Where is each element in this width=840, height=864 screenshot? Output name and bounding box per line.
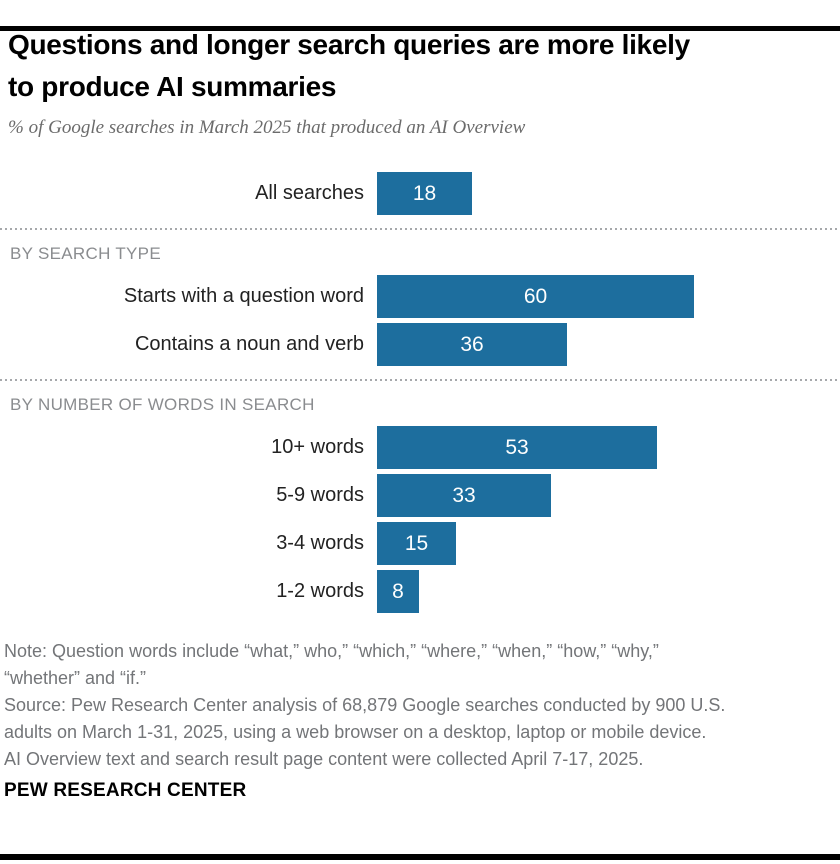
note-line-2: “whether” and “if.” <box>4 668 147 688</box>
footnotes: Note: Question words include “what,” who… <box>4 638 830 773</box>
source-line-3: AI Overview text and search result page … <box>4 749 644 769</box>
value-label: 53 <box>505 435 529 459</box>
bar-row: Starts with a question word 60 <box>0 275 840 318</box>
bar: 18 <box>377 172 472 215</box>
pew-research-center-wordmark: PEW RESEARCH CENTER <box>4 780 247 801</box>
note-line-1: Note: Question words include “what,” who… <box>4 641 659 661</box>
bar: 8 <box>377 570 419 613</box>
category-label: 1-2 words <box>276 580 364 602</box>
bar-row: 1-2 words 8 <box>0 570 840 613</box>
bar: 33 <box>377 474 551 517</box>
bar-group: Starts with a question word 60 Contains a … <box>0 275 840 366</box>
category-label: All searches <box>255 182 364 204</box>
value-label: 33 <box>452 483 476 507</box>
bar-chart: All searches 18 BY SEARCH TYPE Starts with … <box>0 172 840 613</box>
bar-row: Contains a noun and verb 36 <box>0 323 840 366</box>
chart-title-line-2: to produce AI summaries <box>8 71 337 102</box>
bar: 60 <box>377 275 694 318</box>
value-label: 8 <box>392 579 404 603</box>
value-label: 60 <box>523 284 548 308</box>
source-line-2: adults on March 1-31, 2025, using a web … <box>4 722 707 742</box>
chart-subtitle: % of Google searches in March 2025 that … <box>8 117 526 138</box>
value-label: 18 <box>412 181 437 205</box>
chart-title-line-1: Questions and longer search queries are … <box>8 29 690 60</box>
chart-title: Questions and longer search queries are … <box>8 24 826 108</box>
category-label: Starts with a question word <box>123 285 364 307</box>
category-label: 3-4 words <box>276 532 364 554</box>
bar-row: 3-4 words 15 <box>0 522 840 565</box>
section-header: BY NUMBER OF WORDS IN SEARCH <box>10 395 315 414</box>
bar-row: All searches 18 <box>0 172 840 215</box>
category-label: 5-9 words <box>276 484 364 506</box>
category-label: 10+ words <box>271 436 364 458</box>
bar-group: 10+ words 53 5-9 words 33 3-4 words 15 1-2 wor… <box>0 426 840 613</box>
bar: 15 <box>377 522 456 565</box>
value-label: 15 <box>404 531 429 555</box>
bar-group: All searches 18 <box>0 172 840 215</box>
bar: 36 <box>377 323 567 366</box>
bottom-rule <box>0 854 840 860</box>
value-label: 36 <box>460 332 484 356</box>
dotted-divider <box>0 228 840 230</box>
top-rule <box>0 26 840 31</box>
section-header: BY SEARCH TYPE <box>10 244 161 263</box>
category-label: Contains a noun and verb <box>134 333 364 355</box>
bar-row: 10+ words 53 <box>0 426 840 469</box>
bar-row: 5-9 words 33 <box>0 474 840 517</box>
dotted-divider <box>0 379 840 381</box>
bar: 53 <box>377 426 657 469</box>
source-line-1: Source: Pew Research Center analysis of … <box>4 695 726 715</box>
